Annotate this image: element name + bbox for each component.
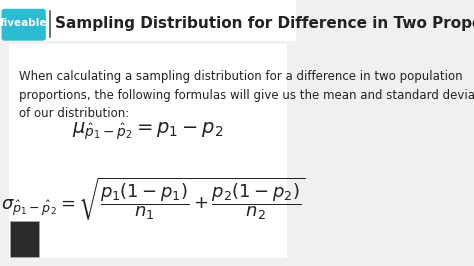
Text: When calculating a sampling distribution for a difference in two population
prop: When calculating a sampling distribution… xyxy=(19,70,474,120)
Text: $\mu_{\hat{p}_1 - \hat{p}_2} = p_1 - p_2$: $\mu_{\hat{p}_1 - \hat{p}_2} = p_1 - p_2… xyxy=(72,121,224,142)
Text: Sampling Distribution for Difference in Two Proportions: Sampling Distribution for Difference in … xyxy=(55,16,474,31)
Text: fiveable: fiveable xyxy=(0,18,47,28)
FancyBboxPatch shape xyxy=(0,0,296,41)
FancyBboxPatch shape xyxy=(1,9,46,41)
FancyBboxPatch shape xyxy=(10,221,39,257)
Text: $\sigma_{\hat{p}_1 - \hat{p}_2} = \sqrt{\dfrac{p_1(1-p_1)}{n_1} + \dfrac{p_2(1-p: $\sigma_{\hat{p}_1 - \hat{p}_2} = \sqrt{… xyxy=(1,175,306,222)
FancyBboxPatch shape xyxy=(9,44,287,258)
